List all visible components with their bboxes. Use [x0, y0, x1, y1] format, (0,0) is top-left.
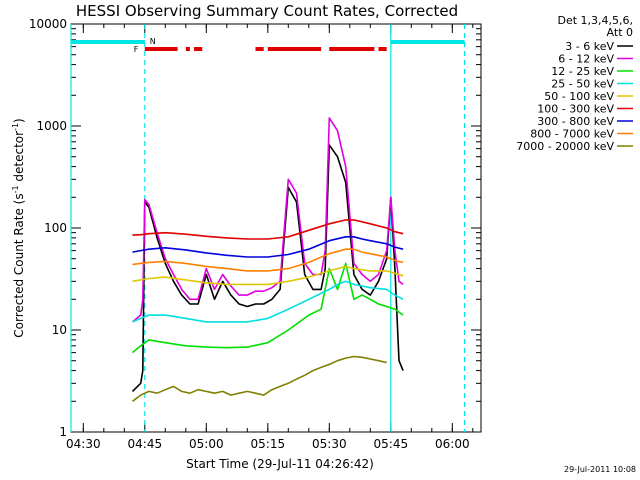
- y-tick-label: 10000: [29, 17, 67, 31]
- x-tick-label: 04:30: [66, 437, 101, 451]
- x-tick-label: 05:15: [251, 437, 286, 451]
- x-tick-label: 06:00: [435, 437, 470, 451]
- series-line: [132, 248, 404, 272]
- x-tick-label: 05:45: [374, 437, 409, 451]
- legend-entry-label: 3 - 6 keV: [565, 40, 614, 53]
- series-line: [132, 265, 404, 286]
- flare-flag-label: F: [134, 45, 139, 54]
- timestamp: 29-Jul-2011 10:08: [564, 465, 636, 474]
- x-axis-label: Start Time (29-Jul-11 04:26:42): [186, 457, 374, 471]
- x-tick-label: 04:45: [128, 437, 163, 451]
- legend-header-line2: Att 0: [607, 26, 633, 39]
- series-line: [131, 117, 404, 323]
- legend-entry-label: 12 - 25 keV: [551, 65, 614, 78]
- plot-frame: [70, 23, 482, 433]
- series-line: [132, 236, 404, 258]
- y-tick-label: 10: [52, 323, 67, 337]
- y-tick-label: 1: [59, 425, 67, 439]
- night-flag-label: N: [150, 37, 156, 46]
- legend-entry-label: 50 - 100 keV: [544, 90, 614, 103]
- series-line: [132, 219, 404, 240]
- series-line: [132, 355, 387, 402]
- legend-header-line1: Det 1,3,4,5,6,: [557, 14, 633, 27]
- x-tick-label: 05:00: [189, 437, 224, 451]
- legend-entry-label: 7000 - 20000 keV: [516, 140, 614, 153]
- y-tick-label: 100: [44, 221, 67, 235]
- y-axis-label: Corrected Count Rate (s-1 detector-1): [11, 118, 26, 337]
- legend-entry-label: 800 - 7000 keV: [530, 128, 614, 141]
- legend-entry-label: 6 - 12 keV: [558, 53, 614, 66]
- series-line: [131, 262, 404, 354]
- x-tick-label: 05:30: [312, 437, 347, 451]
- plot-layer: 1 10 100 1000 10000 04:30 04:45 05:00 05:15 05:30…: [29, 17, 482, 451]
- legend-entry-label: 100 - 300 keV: [537, 103, 614, 116]
- legend-entry-label: 300 - 800 keV: [537, 115, 614, 128]
- chart-title: HESSI Observing Summary Count Rates, Cor…: [76, 2, 458, 20]
- legend-entry-label: 25 - 50 keV: [551, 78, 614, 91]
- series-line: [132, 280, 404, 323]
- y-tick-label: 1000: [36, 119, 67, 133]
- series-line: [131, 144, 404, 392]
